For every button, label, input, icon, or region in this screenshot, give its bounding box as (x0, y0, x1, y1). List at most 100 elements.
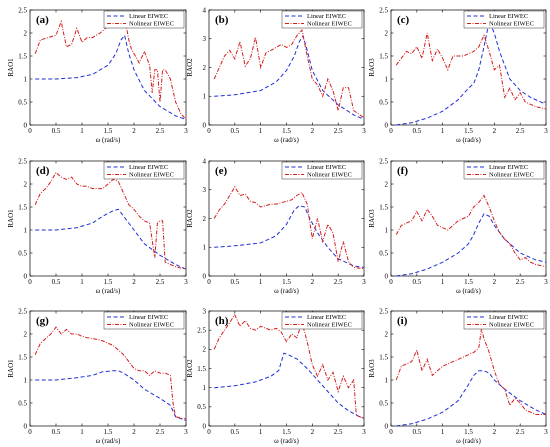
panel-g: 0 0.5 1 1.5 2 2.5 3 0 0.5 1 1.5 2 2.5 ω (rad/s) RAO1 (g… (7, 307, 188, 445)
y-axis-label: RAO2 (186, 58, 194, 77)
x-tick-label: 3 (362, 428, 366, 436)
x-axis-label: ω (rad/s) (456, 437, 481, 445)
y-axis-label: RAO1 (7, 359, 15, 378)
x-tick-label: 2 (311, 428, 315, 436)
x-axis-label: ω (rad/s) (456, 287, 481, 295)
x-tick-label: 1.5 (282, 127, 291, 135)
x-axis-label: ω (rad/s) (274, 437, 299, 445)
x-tick-label: 3 (184, 278, 188, 286)
legend-entry: Nolinear EIWEC (307, 322, 352, 329)
x-tick-label: 0.5 (230, 428, 239, 436)
legend-entry: Linear EIWEC (307, 13, 346, 20)
x-tick-label: 2.5 (156, 127, 165, 135)
y-tick-label: 0 (24, 272, 28, 280)
x-tick-label: 0 (28, 278, 32, 286)
y-axis-label: RAO2 (186, 359, 194, 378)
y-tick-label: 1.5 (379, 203, 388, 211)
x-tick-label: 1 (80, 428, 84, 436)
x-tick-label: 1.5 (464, 278, 473, 286)
y-tick-label: 1 (385, 376, 389, 384)
series-line-nonlinear (213, 29, 365, 119)
legend-entry: Nolinear EIWEC (489, 21, 534, 28)
x-tick-label: 1.5 (282, 278, 291, 286)
x-tick-label: 1 (441, 127, 445, 135)
panel-i: 0 0.5 1 1.5 2 2.5 3 0 0.5 1 1.5 2 2.5 ω (rad/s) RAO3 (i… (368, 307, 548, 445)
panel-label: (g) (36, 315, 49, 327)
y-tick-label: 2.5 (379, 307, 388, 315)
panel-label: (f) (397, 165, 408, 177)
x-tick-label: 0 (207, 428, 211, 436)
y-tick-label: 0 (203, 272, 207, 280)
x-tick-label: 3 (362, 278, 366, 286)
y-tick-label: 1 (24, 75, 28, 83)
y-tick-label: 3 (203, 35, 207, 43)
x-tick-label: 2.5 (334, 127, 343, 135)
y-tick-label: 0 (24, 422, 28, 430)
x-tick-label: 2.5 (334, 428, 343, 436)
x-tick-label: 0.5 (230, 127, 239, 135)
panel-label: (h) (215, 315, 229, 327)
x-tick-label: 0.5 (52, 278, 61, 286)
series-line-linear (214, 34, 365, 120)
legend-entry: Linear EIWEC (489, 314, 528, 321)
x-tick-label: 0.5 (412, 428, 421, 436)
x-tick-label: 2.5 (156, 278, 165, 286)
series-line-nonlinear (34, 326, 187, 420)
series-line-nonlinear (34, 13, 187, 120)
y-tick-label: 0 (385, 422, 389, 430)
y-axis-label: RAO3 (368, 209, 376, 228)
y-tick-label: 2 (24, 330, 28, 338)
y-tick-label: 1.5 (197, 365, 206, 373)
y-tick-label: 0 (385, 272, 389, 280)
x-tick-label: 1.5 (104, 278, 113, 286)
series-line-linear (214, 352, 365, 419)
x-tick-label: 2.5 (516, 278, 525, 286)
x-tick-label: 3 (544, 127, 548, 135)
y-tick-label: 1 (203, 384, 207, 392)
x-tick-label: 1 (441, 428, 445, 436)
y-tick-label: 2 (203, 64, 207, 72)
y-tick-label: 2 (385, 180, 389, 188)
x-axis-label: ω (rad/s) (456, 136, 481, 144)
x-tick-label: 3 (544, 278, 548, 286)
series-line-nonlinear (395, 194, 547, 268)
series-line-linear (396, 19, 547, 126)
y-tick-label: 2 (24, 29, 28, 37)
y-axis-label: RAO1 (7, 209, 15, 228)
y-tick-label: 2 (203, 215, 207, 223)
panel-d: 0 0.5 1 1.5 2 2.5 3 0 0.5 1 1.5 2 2.5 ω (rad/s) RAO1 (d… (7, 157, 188, 295)
y-tick-label: 2.5 (197, 326, 206, 334)
y-axis-label: RAO3 (368, 359, 376, 378)
y-tick-label: 1 (385, 75, 389, 83)
x-tick-label: 2 (311, 278, 315, 286)
x-tick-label: 3 (184, 428, 188, 436)
x-tick-label: 3 (362, 127, 366, 135)
y-tick-label: 0 (203, 121, 207, 129)
x-tick-label: 0.5 (52, 428, 61, 436)
y-tick-label: 0 (385, 121, 389, 129)
x-tick-label: 2 (493, 278, 497, 286)
x-tick-label: 0.5 (52, 127, 61, 135)
panel-label: (e) (215, 165, 228, 177)
x-tick-label: 1 (441, 278, 445, 286)
x-axis-label: ω (rad/s) (96, 437, 121, 445)
series-line-linear (396, 370, 547, 427)
y-tick-label: 1.5 (18, 353, 27, 361)
x-tick-label: 2.5 (516, 127, 525, 135)
x-tick-label: 1.5 (464, 428, 473, 436)
y-tick-label: 0.5 (197, 403, 206, 411)
series-line-linear (35, 370, 187, 421)
x-tick-label: 1 (80, 278, 84, 286)
series-line-linear (35, 34, 187, 120)
y-tick-label: 3 (203, 307, 207, 315)
y-tick-label: 1 (203, 244, 207, 252)
y-tick-label: 2 (385, 330, 389, 338)
y-tick-label: 2.5 (18, 6, 27, 14)
x-tick-label: 0 (389, 428, 393, 436)
